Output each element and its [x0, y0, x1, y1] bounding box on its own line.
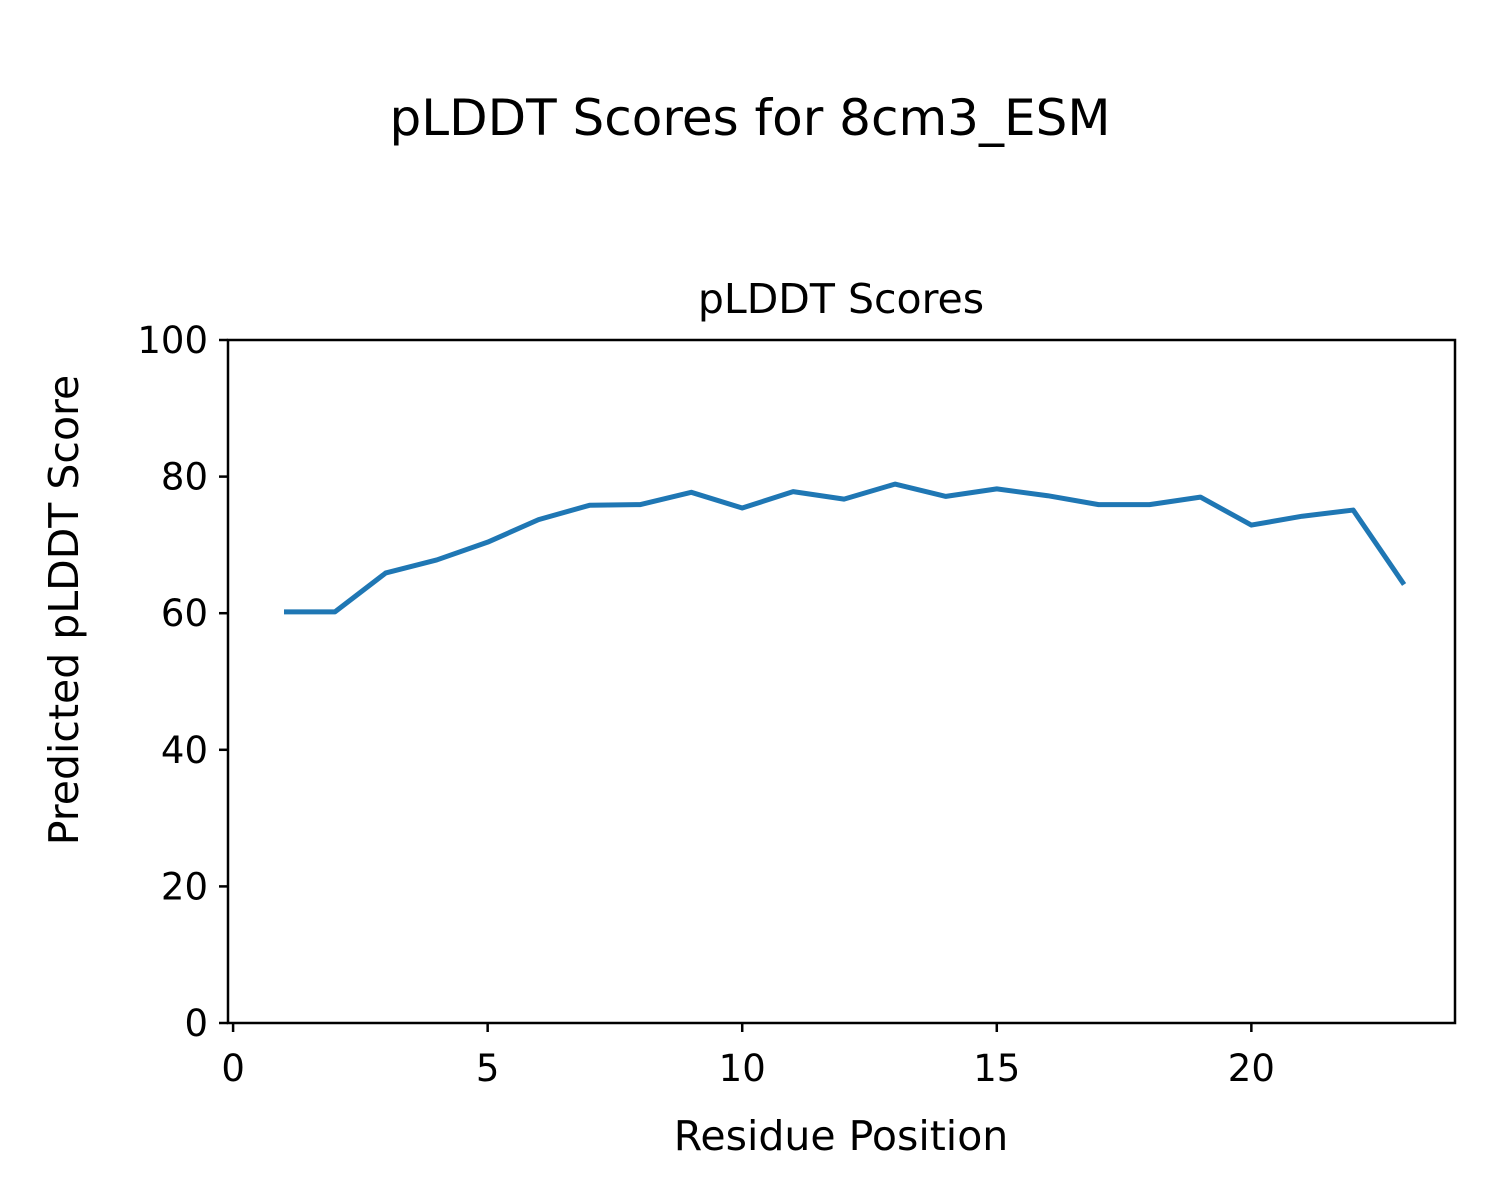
plddt-line: [284, 481, 1407, 615]
x-axis-ticks: 0 5 10 15 20: [221, 1023, 1275, 1090]
x-tick-label: 5: [476, 1047, 500, 1090]
y-tick-label: 0: [184, 1002, 208, 1045]
plot-border: [226, 338, 1457, 1025]
y-tick-label: 100: [137, 319, 208, 362]
x-tick-label: 0: [221, 1047, 245, 1090]
figure-suptitle: pLDDT Scores for 8cm3_ESM: [390, 89, 1111, 147]
y-axis-label: Predicted pLDDT Score: [40, 375, 88, 845]
y-tick-label: 20: [161, 865, 208, 908]
x-tick-label: 15: [973, 1047, 1020, 1090]
x-tick-label: 20: [1228, 1047, 1275, 1090]
axes-title: pLDDT Scores: [698, 275, 984, 323]
y-tick-label: 60: [161, 592, 208, 635]
y-axis-ticks: 0 20 40 60 80 100: [137, 319, 228, 1045]
y-tick-label: 40: [161, 729, 208, 772]
y-tick-label: 80: [161, 456, 208, 499]
x-tick-label: 10: [719, 1047, 766, 1090]
x-axis-label: Residue Position: [674, 1112, 1009, 1160]
